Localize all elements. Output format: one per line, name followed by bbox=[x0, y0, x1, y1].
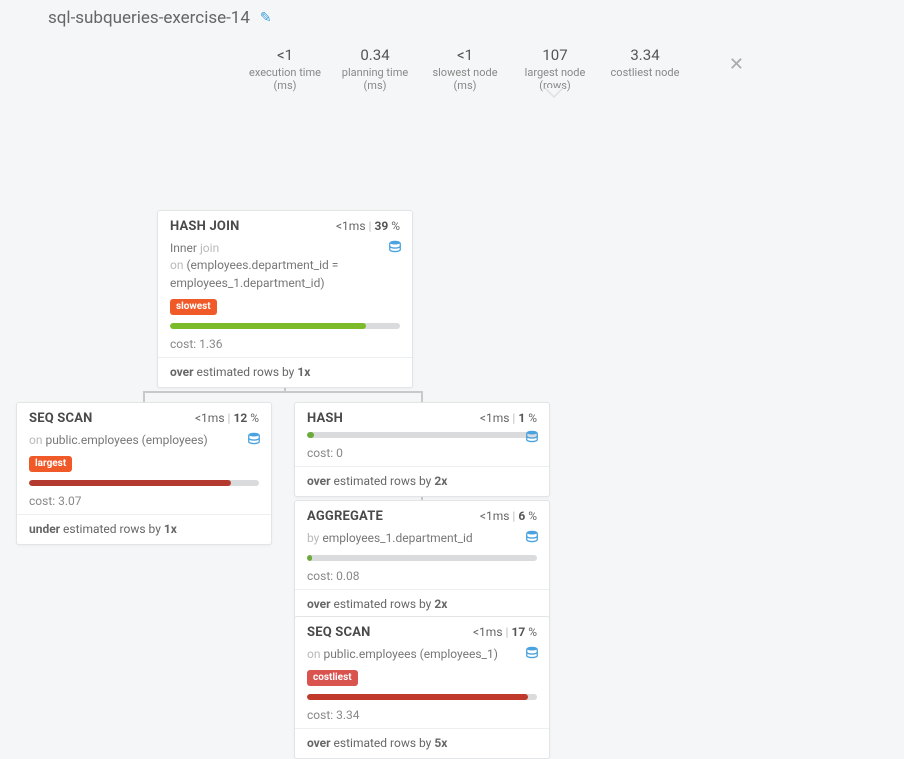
cost-bar-fill bbox=[29, 480, 231, 486]
stat-label: planning time (ms) bbox=[330, 66, 420, 92]
stat-largest: 107 largest node (rows) bbox=[510, 46, 600, 92]
node-cost: cost: 0 bbox=[295, 440, 549, 467]
node-title: SEQ SCAN bbox=[29, 411, 93, 426]
database-icon[interactable] bbox=[525, 646, 539, 666]
stat-label: slowest node (ms) bbox=[420, 66, 510, 92]
database-icon[interactable] bbox=[525, 530, 539, 550]
stat-costliest: 3.34 costliest node bbox=[600, 46, 690, 92]
node-metrics: <1ms|17 % bbox=[473, 625, 537, 639]
node-hash[interactable]: HASH <1ms|1 % cost: 0 over estimated row… bbox=[294, 402, 550, 497]
node-cost: cost: 0.08 bbox=[295, 563, 549, 590]
largest-tag: largest bbox=[29, 456, 72, 472]
cost-bar bbox=[307, 555, 537, 561]
node-metrics: <1ms|6 % bbox=[480, 509, 537, 523]
database-icon[interactable] bbox=[388, 240, 402, 260]
node-aggregate[interactable]: AGGREGATE <1ms|6 % by employees_1.depart… bbox=[294, 500, 550, 620]
node-estimation: over estimated rows by 2x bbox=[295, 467, 549, 496]
node-metrics: <1ms|1 % bbox=[480, 411, 537, 425]
cost-bar-fill bbox=[307, 694, 528, 700]
stat-slowest: <1 slowest node (ms) bbox=[420, 46, 510, 92]
cost-bar-fill bbox=[307, 555, 312, 561]
node-metrics: <1ms|39 % bbox=[336, 219, 400, 233]
cost-bar bbox=[307, 694, 537, 700]
node-cost: cost: 3.07 bbox=[17, 488, 271, 515]
node-metrics: <1ms|12 % bbox=[195, 411, 259, 425]
node-cost: cost: 1.36 bbox=[158, 331, 412, 358]
plan-tree: HASH JOIN <1ms|39 % Inner join on (emplo… bbox=[0, 106, 904, 666]
stat-exec-time: <1 execution time (ms) bbox=[240, 46, 330, 92]
slowest-tag: slowest bbox=[170, 299, 217, 315]
cost-bar bbox=[170, 323, 400, 329]
costliest-tag: costliest bbox=[307, 670, 358, 686]
cost-bar-fill bbox=[307, 432, 314, 438]
cost-bar bbox=[29, 480, 259, 486]
page-title: sql-subqueries-exercise-14 bbox=[48, 8, 250, 28]
node-seq-scan-employees-1[interactable]: SEQ SCAN <1ms|17 % on public.employees (… bbox=[294, 616, 550, 759]
node-cost: cost: 3.34 bbox=[295, 702, 549, 729]
stat-value: <1 bbox=[420, 46, 510, 64]
close-icon[interactable]: ✕ bbox=[729, 54, 744, 75]
stat-label: execution time (ms) bbox=[240, 66, 330, 92]
cost-bar-fill bbox=[170, 323, 366, 329]
node-estimation: over estimated rows by 1x bbox=[158, 358, 412, 387]
database-icon[interactable] bbox=[525, 430, 539, 450]
node-title: HASH bbox=[307, 411, 343, 426]
edit-icon[interactable]: ✎ bbox=[260, 10, 272, 26]
node-hash-join[interactable]: HASH JOIN <1ms|39 % Inner join on (emplo… bbox=[157, 210, 413, 388]
stat-label: costliest node bbox=[600, 66, 690, 79]
cost-bar bbox=[307, 432, 537, 438]
node-seq-scan-employees[interactable]: SEQ SCAN <1ms|12 % on public.employees (… bbox=[16, 402, 272, 545]
node-title: HASH JOIN bbox=[170, 219, 239, 234]
node-subtitle: by employees_1.department_id bbox=[295, 530, 549, 553]
stat-value: <1 bbox=[240, 46, 330, 64]
node-title: AGGREGATE bbox=[307, 509, 383, 524]
stats-arrow-icon bbox=[544, 88, 564, 98]
node-subtitle: Inner join on (employees.department_id =… bbox=[158, 240, 412, 298]
database-icon[interactable] bbox=[247, 432, 261, 452]
node-estimation: over estimated rows by 5x bbox=[295, 729, 549, 758]
stat-value: 3.34 bbox=[600, 46, 690, 64]
stat-value: 107 bbox=[510, 46, 600, 64]
stats-bar: <1 execution time (ms) 0.34 planning tim… bbox=[220, 38, 704, 106]
node-title: SEQ SCAN bbox=[307, 625, 371, 640]
stat-plan-time: 0.34 planning time (ms) bbox=[330, 46, 420, 92]
node-subtitle: on public.employees (employees_1) bbox=[295, 646, 549, 669]
node-subtitle: on public.employees (employees) bbox=[17, 432, 271, 455]
node-estimation: under estimated rows by 1x bbox=[17, 515, 271, 544]
stat-value: 0.34 bbox=[330, 46, 420, 64]
